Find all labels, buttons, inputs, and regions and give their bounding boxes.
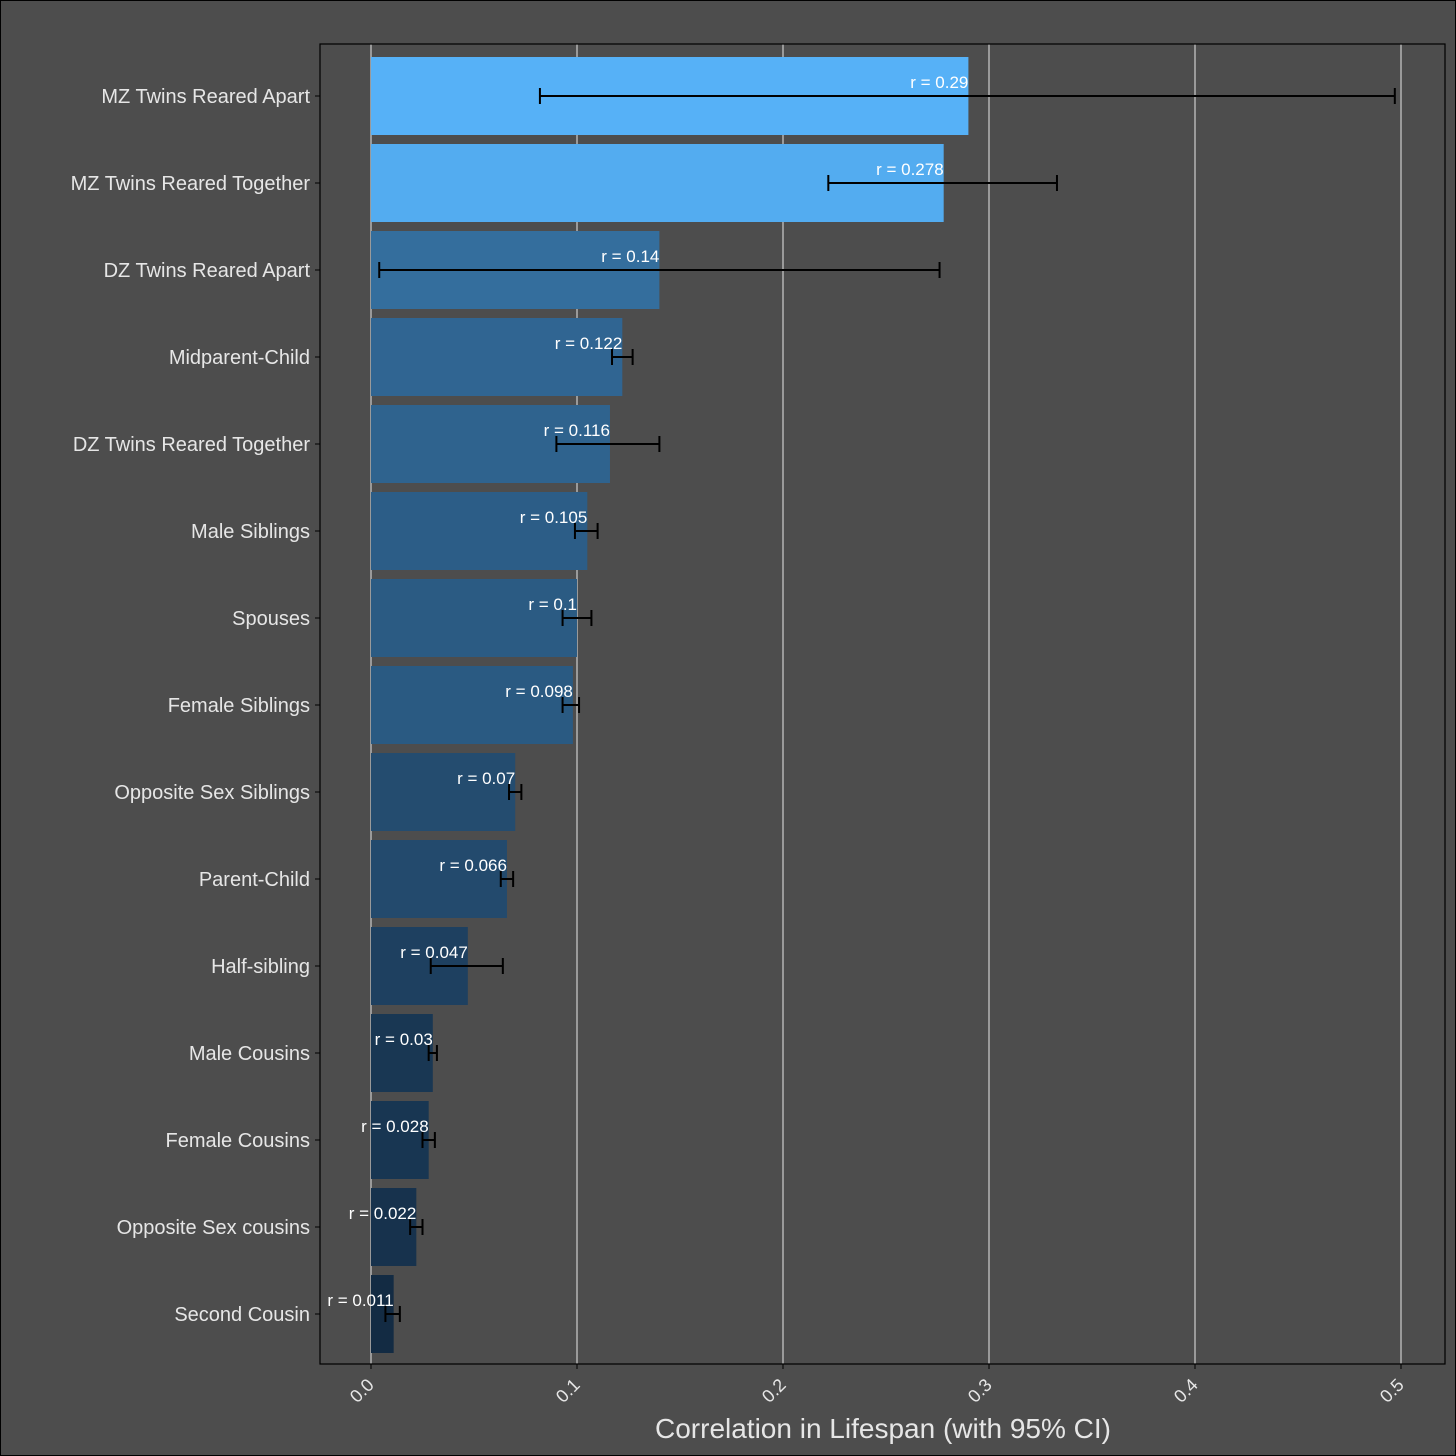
data-label: r = 0.066: [439, 856, 507, 875]
category-label: DZ Twins Reared Together: [73, 434, 310, 456]
bar: [371, 579, 577, 657]
category-label: Parent-Child: [199, 869, 310, 891]
data-label: r = 0.098: [505, 682, 573, 701]
category-label: Male Cousins: [189, 1043, 310, 1065]
error-bars: [378, 88, 1396, 1322]
data-labels: r = 0.29 r = 0.278 r = 0.14 r = 0.122 r = 0.…: [327, 73, 968, 1310]
category-label: Opposite Sex Siblings: [114, 782, 310, 804]
data-label: r = 0.29: [910, 73, 968, 92]
bar: [371, 492, 588, 570]
data-label: r = 0.116: [544, 421, 610, 440]
bar: [371, 318, 623, 396]
category-label: Female Siblings: [168, 695, 310, 717]
category-label: Second Cousin: [174, 1304, 310, 1326]
category-label: MZ Twins Reared Apart: [101, 86, 310, 108]
bar: [371, 1014, 433, 1092]
data-label: r = 0.122: [555, 334, 623, 353]
data-label: r = 0.14: [601, 247, 659, 266]
category-label: MZ Twins Reared Together: [71, 173, 311, 195]
category-label: Spouses: [232, 608, 310, 630]
category-label: Male Siblings: [191, 521, 310, 543]
panel-border: [319, 43, 1446, 1365]
category-labels: MZ Twins Reared Apart MZ Twins Reared Tog…: [71, 86, 320, 1326]
data-label: r = 0.047: [400, 943, 468, 962]
bar: [371, 1275, 394, 1353]
category-label: Opposite Sex cousins: [117, 1217, 310, 1239]
data-label: r = 0.1: [528, 595, 577, 614]
bar: [371, 666, 573, 744]
data-label: r = 0.278: [876, 160, 944, 179]
data-label: r = 0.07: [457, 769, 515, 788]
category-label: DZ Twins Reared Apart: [104, 260, 311, 282]
category-label: Midparent-Child: [169, 347, 310, 369]
bar: [371, 753, 516, 831]
bar: [371, 1188, 417, 1266]
data-label: r = 0.011: [327, 1291, 393, 1310]
bar: [371, 1101, 429, 1179]
data-label: r = 0.105: [520, 508, 588, 527]
data-label: r = 0.028: [361, 1117, 429, 1136]
x-axis-title: Correlation in Lifespan (with 95% CI): [655, 1413, 1111, 1444]
category-label: Half-sibling: [211, 956, 310, 978]
data-label: r = 0.022: [349, 1204, 417, 1223]
category-label: Female Cousins: [165, 1130, 310, 1152]
data-label: r = 0.03: [375, 1030, 433, 1049]
bar: [371, 840, 507, 918]
